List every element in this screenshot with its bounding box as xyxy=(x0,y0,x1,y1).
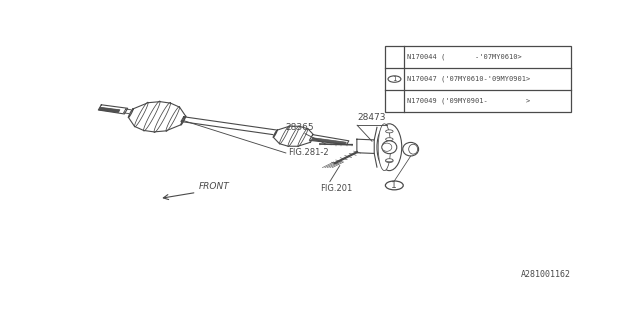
Text: 1: 1 xyxy=(392,181,397,190)
Polygon shape xyxy=(273,126,314,146)
Ellipse shape xyxy=(386,138,393,141)
Polygon shape xyxy=(181,117,278,135)
Bar xyxy=(385,46,571,112)
Text: 28365: 28365 xyxy=(285,123,314,132)
Text: FRONT: FRONT xyxy=(199,182,230,191)
Ellipse shape xyxy=(378,124,390,171)
Text: A281001162: A281001162 xyxy=(521,270,571,279)
Text: N170047 ('07MY0610-'09MY0901>: N170047 ('07MY0610-'09MY0901> xyxy=(407,76,530,82)
Ellipse shape xyxy=(386,130,393,133)
Ellipse shape xyxy=(377,124,402,171)
Ellipse shape xyxy=(382,141,397,154)
Polygon shape xyxy=(129,102,186,132)
Polygon shape xyxy=(310,135,314,143)
Ellipse shape xyxy=(409,144,418,154)
Polygon shape xyxy=(124,109,134,114)
Ellipse shape xyxy=(403,142,419,156)
Polygon shape xyxy=(309,135,349,145)
Text: 1: 1 xyxy=(392,76,397,82)
Ellipse shape xyxy=(386,141,393,145)
Text: N170044 (       -'07MY0610>: N170044 ( -'07MY0610> xyxy=(407,54,522,60)
Text: FIG.281-2: FIG.281-2 xyxy=(288,148,329,157)
Polygon shape xyxy=(181,116,186,125)
Text: N170049 ('09MY0901-         >: N170049 ('09MY0901- > xyxy=(407,98,530,105)
Text: FIG.201: FIG.201 xyxy=(320,184,352,193)
Polygon shape xyxy=(99,105,128,114)
Polygon shape xyxy=(273,130,277,137)
Text: 28473: 28473 xyxy=(357,113,386,122)
Ellipse shape xyxy=(382,143,392,151)
Polygon shape xyxy=(357,139,374,153)
Ellipse shape xyxy=(386,159,393,163)
Polygon shape xyxy=(129,108,133,117)
Ellipse shape xyxy=(386,159,393,162)
